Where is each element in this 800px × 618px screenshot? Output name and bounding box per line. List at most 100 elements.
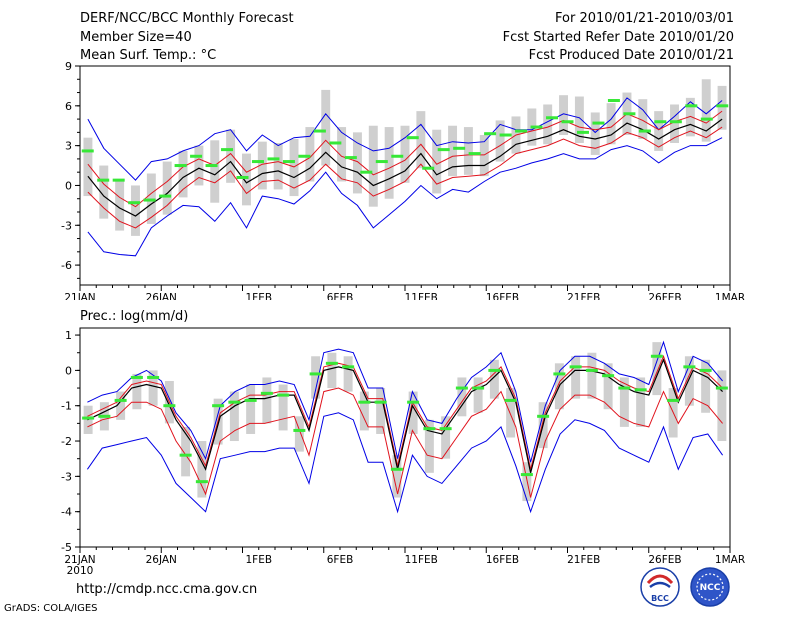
- member-box: [489, 359, 499, 399]
- member-box: [619, 377, 629, 427]
- lower-red-line: [87, 126, 723, 229]
- member-box: [294, 416, 304, 452]
- member-box: [652, 342, 662, 396]
- logos: BCC NCC: [640, 567, 730, 607]
- member-box: [226, 129, 236, 183]
- member-box: [441, 416, 451, 459]
- y-tick-label: -3: [61, 470, 72, 483]
- observed-marker: [716, 104, 729, 108]
- observed-marker: [488, 368, 501, 372]
- observed-marker: [97, 178, 110, 182]
- member-box: [392, 455, 402, 498]
- observed-marker: [468, 152, 481, 156]
- observed-marker: [537, 414, 550, 418]
- observed-marker: [455, 386, 468, 390]
- member-box: [327, 352, 337, 389]
- x-tick-label: 16FEB: [486, 292, 519, 300]
- member-box: [636, 377, 646, 427]
- member-box: [590, 112, 600, 155]
- member-box: [424, 419, 434, 473]
- y-tick-label: -5: [61, 541, 72, 554]
- forecast-period: For 2010/01/21-2010/03/01: [555, 11, 734, 26]
- observed-marker: [406, 136, 419, 140]
- observed-marker: [618, 386, 631, 390]
- observed-marker: [683, 365, 696, 369]
- x-tick-label: 26FEB: [648, 554, 681, 566]
- observed-marker: [81, 149, 94, 153]
- observed-marker: [602, 374, 615, 378]
- member-box: [587, 352, 597, 399]
- observed-marker: [236, 175, 249, 179]
- x-tick-label: 1FEB: [245, 554, 272, 566]
- observed-marker: [98, 414, 111, 418]
- observed-marker: [251, 160, 264, 164]
- x-tick-label: 21JAN: [64, 292, 95, 300]
- member-box: [543, 104, 553, 145]
- observed-marker: [374, 400, 387, 404]
- ncc-logo-icon: NCC: [690, 567, 730, 607]
- member-box: [194, 145, 204, 186]
- member-box: [305, 127, 315, 182]
- member-box: [352, 132, 362, 194]
- member-box: [273, 142, 283, 190]
- member-box: [448, 125, 458, 177]
- member-box: [278, 384, 288, 431]
- x-tick-label: 1MAR: [715, 554, 745, 566]
- lower-blue-line: [86, 412, 724, 514]
- lower-blue-line: [87, 137, 723, 257]
- member-box: [473, 377, 483, 413]
- source-url[interactable]: http://cmdp.ncc.cma.gov.cn: [76, 582, 258, 597]
- member-box: [606, 103, 616, 145]
- member-box: [384, 127, 394, 199]
- member-box: [684, 356, 694, 406]
- figure-title: DERF/NCC/BCC Monthly Forecast: [80, 11, 294, 26]
- x-tick-label: 21JAN: [64, 554, 95, 566]
- observed-marker: [329, 141, 342, 145]
- observed-marker: [437, 148, 450, 152]
- x-tick-label: 2010: [67, 565, 94, 577]
- member-box: [83, 137, 93, 197]
- variable-label: Mean Surf. Temp.: °C: [80, 48, 217, 63]
- y-tick-label: 3: [65, 140, 72, 153]
- observed-marker: [569, 365, 582, 369]
- x-tick-label: 16FEB: [486, 554, 519, 566]
- observed-marker: [453, 146, 466, 150]
- x-tick-label: 26JAN: [146, 292, 177, 300]
- y-tick-label: -2: [61, 435, 72, 448]
- observed-marker: [298, 154, 311, 158]
- ncc-logo-text: NCC: [700, 583, 721, 593]
- x-tick-label: 6FEB: [327, 292, 354, 300]
- y-tick-label: 0: [65, 179, 72, 192]
- observed-marker: [553, 372, 566, 376]
- member-box: [115, 178, 125, 231]
- member-box: [685, 97, 695, 137]
- observed-marker: [112, 178, 125, 182]
- observed-marker: [700, 117, 713, 121]
- member-box: [400, 125, 410, 183]
- member-box: [408, 391, 418, 434]
- observed-marker: [163, 404, 176, 408]
- observed-marker: [277, 393, 290, 397]
- member-box: [181, 426, 191, 477]
- observed-marker: [592, 121, 605, 125]
- member-box: [99, 165, 109, 219]
- lower-red-line: [87, 387, 723, 498]
- member-box: [132, 373, 142, 410]
- x-tick-label: 11FEB: [405, 292, 438, 300]
- observed-marker: [267, 157, 280, 161]
- y-tick-label: 1: [65, 329, 72, 342]
- y-tick-label: -6: [61, 259, 72, 272]
- observed-marker: [422, 166, 435, 170]
- y-tick-label: -3: [61, 219, 72, 232]
- member-box: [603, 363, 613, 410]
- x-tick-label: 21FEB: [567, 292, 600, 300]
- member-box: [717, 370, 727, 442]
- x-tick-label: 26FEB: [648, 292, 681, 300]
- observed-marker: [360, 170, 373, 174]
- observed-marker: [179, 453, 192, 457]
- member-box: [246, 384, 256, 434]
- x-tick-label: 1MAR: [715, 292, 745, 300]
- observed-marker: [515, 129, 528, 133]
- observed-marker: [114, 398, 127, 402]
